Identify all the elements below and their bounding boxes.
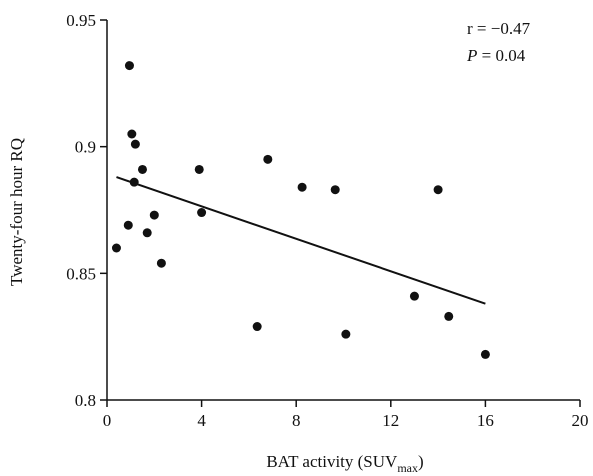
y-tick-label: 0.85	[66, 264, 96, 283]
data-point	[341, 329, 351, 339]
x-tick-label: 16	[477, 411, 494, 430]
data-point	[297, 182, 307, 192]
data-point	[480, 349, 490, 359]
data-point	[156, 258, 166, 268]
y-tick-label: 0.95	[66, 11, 96, 30]
data-point	[129, 177, 139, 187]
data-point	[130, 139, 140, 149]
y-tick-label: 0.9	[75, 138, 96, 157]
data-point	[149, 210, 159, 220]
data-point	[409, 291, 419, 301]
x-tick-label: 8	[292, 411, 301, 430]
y-axis-ticks: 0.8 0.85 0.9 0.95	[66, 11, 107, 410]
data-point	[444, 311, 454, 321]
x-tick-label: 4	[197, 411, 206, 430]
x-tick-label: 20	[572, 411, 589, 430]
x-axis-ticks: 0 4 8 12 16 20	[103, 400, 589, 430]
data-point	[252, 322, 262, 332]
data-point	[330, 185, 340, 195]
correlation-annotation: r = −0.47	[467, 19, 531, 38]
y-axis-title: Twenty-four hour RQ	[7, 138, 26, 286]
y-tick-label: 0.8	[75, 391, 96, 410]
x-tick-label: 0	[103, 411, 112, 430]
data-point	[433, 185, 443, 195]
x-axis-title-main: BAT activity (SUV	[266, 452, 398, 471]
x-axis-title-close: )	[418, 452, 424, 471]
x-axis-title-subscript: max	[397, 461, 418, 475]
x-tick-label: 12	[382, 411, 399, 430]
data-point	[124, 61, 134, 71]
data-point	[197, 208, 207, 218]
data-points	[111, 61, 490, 359]
x-axis-title: BAT activity (SUVmax)	[266, 452, 423, 475]
p-value-value: = 0.04	[477, 46, 525, 65]
data-point	[142, 228, 152, 238]
trend-line	[116, 176, 486, 305]
p-value-label: P	[466, 46, 477, 65]
data-point	[194, 164, 204, 174]
p-value-annotation: P = 0.04	[466, 46, 526, 65]
data-point	[137, 164, 147, 174]
data-point	[263, 154, 273, 164]
data-point	[111, 243, 121, 253]
data-point	[127, 129, 137, 139]
data-point	[123, 220, 133, 230]
